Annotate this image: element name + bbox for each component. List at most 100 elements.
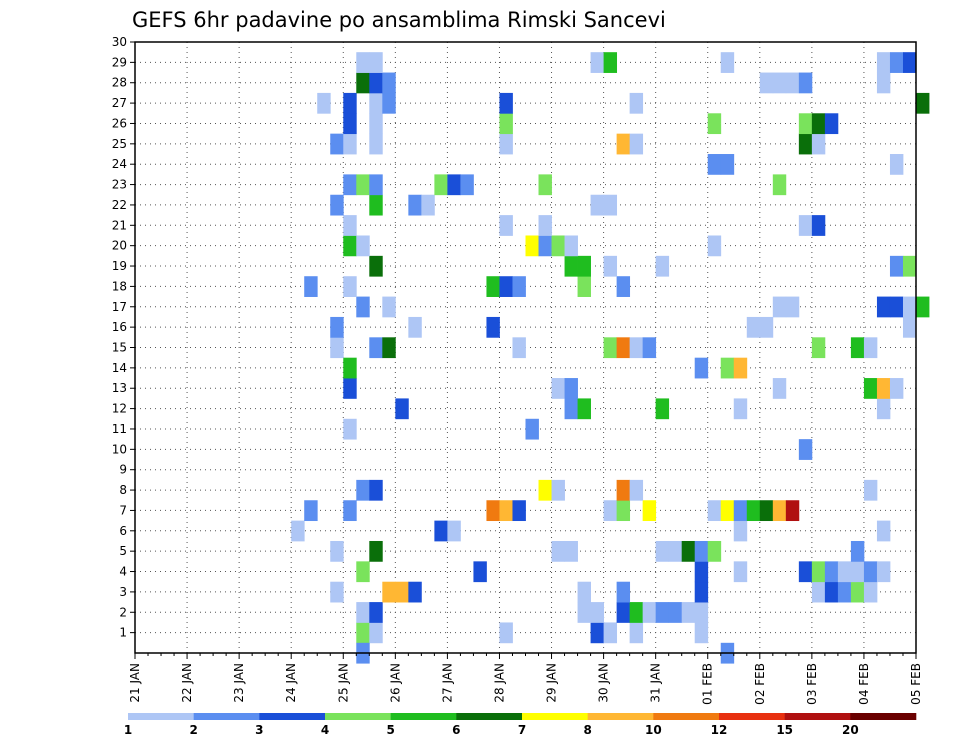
heatmap-cell	[538, 479, 552, 501]
heatmap-cell	[603, 194, 618, 216]
heatmap-cell	[681, 540, 696, 562]
heatmap-cell	[759, 316, 774, 338]
y-tick-label: 18	[112, 279, 127, 293]
heatmap-cell	[577, 398, 591, 420]
heatmap-cell	[876, 52, 891, 73]
heatmap-cell	[330, 316, 344, 338]
heatmap-cell	[395, 398, 409, 420]
y-tick-label: 7	[119, 503, 127, 517]
y-tick-label: 24	[112, 157, 127, 171]
heatmap-cell	[863, 581, 878, 603]
chart-title: GEFS 6hr padavine po ansamblima Rimski S…	[132, 8, 666, 32]
heatmap-cell	[564, 398, 578, 420]
heatmap-cell	[356, 602, 370, 623]
heatmap-cell	[499, 276, 513, 297]
heatmap-cell	[499, 92, 513, 114]
heatmap-cell	[863, 561, 878, 583]
heatmap-cell	[916, 92, 930, 114]
x-tick-label: 26 JAN	[388, 663, 402, 703]
y-tick-label: 4	[119, 565, 127, 579]
x-tick-label: 21 JAN	[128, 663, 142, 703]
heatmap-cell	[603, 500, 618, 522]
heatmap-cell	[343, 133, 357, 155]
heatmap-cell	[707, 500, 722, 522]
heatmap-cell	[499, 215, 513, 236]
y-tick-label: 21	[112, 218, 127, 232]
heatmap-cell	[603, 255, 618, 277]
heatmap-cell	[733, 520, 748, 542]
heatmap-cell	[694, 357, 709, 379]
y-tick-label: 19	[112, 259, 127, 273]
y-tick-label: 2	[119, 605, 127, 619]
heatmap-cell	[486, 316, 500, 338]
heatmap-cell	[447, 520, 461, 542]
heatmap-cell	[369, 255, 383, 277]
heatmap-cell	[369, 133, 383, 155]
heatmap-cell	[746, 500, 761, 522]
heatmap-cell	[369, 540, 383, 562]
heatmap-cell	[395, 581, 409, 603]
heatmap-cell	[850, 540, 865, 562]
legend-swatch	[719, 713, 785, 720]
heatmap-cell	[889, 378, 904, 399]
heatmap-cell	[460, 174, 474, 196]
y-tick-label: 28	[112, 76, 127, 90]
heatmap-cell	[369, 479, 383, 501]
legend-label: 1	[124, 723, 132, 737]
heatmap-cell	[642, 500, 657, 522]
legend-swatch	[390, 713, 457, 720]
legend-label: 12	[711, 723, 728, 737]
heatmap-cell	[811, 581, 826, 603]
heatmap-cell	[317, 92, 331, 114]
heatmap-cell	[850, 561, 865, 583]
heatmap-cell	[343, 276, 357, 297]
heatmap-cell	[824, 113, 839, 135]
y-tick-label: 10	[112, 442, 127, 456]
heatmap-cell	[525, 235, 539, 257]
heatmap-cell	[694, 561, 709, 583]
legend-swatch	[784, 713, 851, 720]
heatmap-cell	[369, 113, 383, 135]
x-tick-label: 29 JAN	[545, 663, 559, 703]
heatmap-cell	[369, 72, 383, 94]
heatmap-cell	[655, 602, 670, 623]
heatmap-cell	[499, 500, 513, 522]
heatmap-cell	[889, 52, 904, 73]
heatmap-cell	[616, 276, 631, 297]
heatmap-cell	[343, 92, 357, 114]
heatmap-cell	[655, 540, 670, 562]
heatmap-cell	[811, 113, 826, 135]
heatmap-cell	[876, 398, 891, 420]
heatmap-cell	[616, 581, 631, 603]
heatmap-cell	[421, 194, 435, 216]
heatmap-cell	[577, 255, 591, 277]
heatmap-cell	[369, 92, 383, 114]
heatmap-cell	[369, 602, 383, 623]
heatmap-cell	[863, 337, 878, 359]
legend-label: 6	[452, 723, 460, 737]
y-tick-label: 9	[119, 463, 127, 477]
heatmap-cell	[616, 500, 631, 522]
legend-label: 7	[518, 723, 526, 737]
legend-swatch	[193, 713, 260, 720]
y-tick-label: 30	[112, 35, 127, 49]
heatmap-cell	[759, 500, 774, 522]
heatmap-cell	[616, 479, 631, 501]
heatmap-cell	[772, 378, 787, 399]
heatmap-cell	[668, 602, 683, 623]
x-tick-label: 28 JAN	[492, 663, 506, 703]
x-axis: 21 JAN 22 JAN 23 JAN 24 JAN 25 JAN 26 JAN 27 J…	[128, 653, 923, 705]
heatmap-cell	[369, 194, 383, 216]
heatmap-cell	[551, 378, 565, 399]
heatmap-cell	[343, 215, 357, 236]
heatmap-cell	[356, 479, 370, 501]
heatmap-cell	[343, 174, 357, 196]
heatmap-cell	[590, 602, 604, 623]
heatmap-cell	[629, 337, 644, 359]
heatmap-cell	[408, 316, 422, 338]
heatmap-cell	[642, 602, 657, 623]
heatmap-cell	[343, 235, 357, 257]
heatmap-cell	[616, 602, 631, 623]
heatmap-cell	[564, 255, 578, 277]
